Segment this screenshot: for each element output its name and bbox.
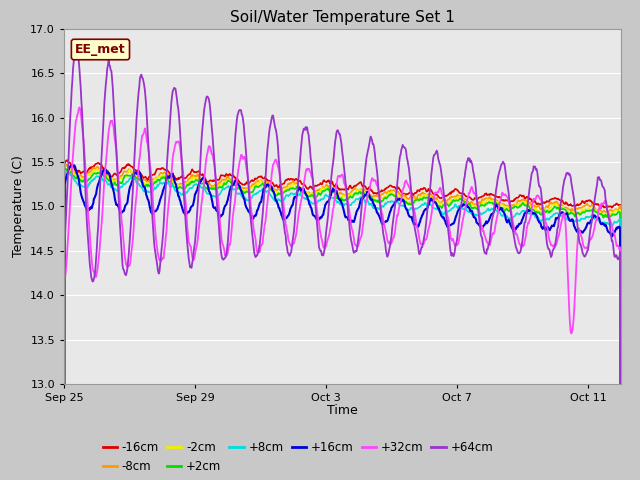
Title: Soil/Water Temperature Set 1: Soil/Water Temperature Set 1	[230, 10, 455, 25]
-8cm	[95, 165, 102, 171]
+16cm	[69, 162, 77, 168]
-2cm	[61, 164, 68, 170]
+16cm	[415, 220, 423, 226]
-2cm	[415, 195, 423, 201]
Line: +32cm: +32cm	[64, 108, 621, 480]
+64cm	[399, 142, 406, 148]
+2cm	[61, 166, 69, 171]
+2cm	[399, 197, 406, 203]
+2cm	[415, 198, 423, 204]
-2cm	[95, 168, 102, 173]
+64cm	[95, 208, 102, 214]
+16cm	[540, 224, 548, 229]
+16cm	[384, 216, 392, 222]
-16cm	[540, 199, 548, 205]
Line: -16cm: -16cm	[64, 160, 621, 480]
+64cm	[483, 246, 491, 252]
Line: +8cm: +8cm	[64, 173, 621, 480]
-2cm	[540, 207, 548, 213]
-16cm	[399, 191, 406, 197]
+8cm	[95, 174, 102, 180]
+16cm	[399, 197, 406, 203]
-8cm	[399, 193, 406, 199]
-8cm	[483, 195, 491, 201]
Legend: -16cm, -8cm, -2cm, +2cm, +8cm, +16cm, +32cm, +64cm: -16cm, -8cm, -2cm, +2cm, +8cm, +16cm, +3…	[98, 436, 498, 478]
-2cm	[384, 191, 392, 196]
+8cm	[415, 204, 423, 210]
-16cm	[483, 192, 491, 198]
-8cm	[384, 189, 392, 194]
X-axis label: Time: Time	[327, 405, 358, 418]
+32cm	[76, 105, 83, 110]
+16cm	[95, 180, 102, 186]
+8cm	[483, 207, 491, 213]
-2cm	[399, 196, 406, 202]
+64cm	[74, 46, 81, 51]
Line: +64cm: +64cm	[64, 48, 621, 480]
+16cm	[483, 220, 491, 226]
+2cm	[540, 207, 548, 213]
-16cm	[415, 189, 423, 194]
+32cm	[483, 240, 491, 245]
-8cm	[540, 206, 548, 212]
+8cm	[384, 199, 392, 204]
-16cm	[95, 160, 102, 166]
+8cm	[65, 170, 72, 176]
-8cm	[415, 193, 423, 199]
+32cm	[415, 236, 423, 242]
-16cm	[384, 185, 392, 191]
-2cm	[483, 196, 491, 202]
-8cm	[62, 162, 70, 168]
Line: +2cm: +2cm	[64, 168, 621, 480]
+64cm	[384, 252, 392, 258]
Text: EE_met: EE_met	[75, 43, 126, 56]
+2cm	[384, 193, 392, 199]
+2cm	[95, 170, 102, 176]
Line: -2cm: -2cm	[64, 167, 621, 480]
+8cm	[399, 203, 406, 208]
Y-axis label: Temperature (C): Temperature (C)	[12, 156, 25, 257]
+8cm	[540, 216, 548, 221]
+32cm	[95, 255, 102, 261]
+32cm	[540, 211, 548, 217]
+64cm	[415, 252, 423, 257]
+32cm	[384, 239, 392, 244]
+32cm	[399, 188, 406, 193]
Line: +16cm: +16cm	[64, 165, 621, 480]
+64cm	[540, 223, 548, 228]
Line: -8cm: -8cm	[64, 165, 621, 480]
-16cm	[63, 157, 70, 163]
+2cm	[483, 201, 491, 206]
